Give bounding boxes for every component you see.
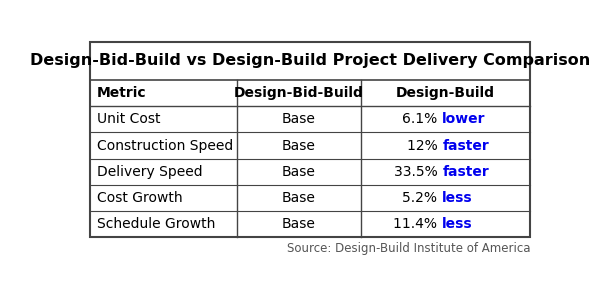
Text: Base: Base [282, 191, 316, 205]
Text: Base: Base [282, 138, 316, 152]
Text: Base: Base [282, 112, 316, 126]
Text: 12%: 12% [407, 138, 442, 152]
Text: Metric: Metric [97, 86, 146, 100]
Text: faster: faster [442, 165, 489, 179]
Text: less: less [442, 191, 473, 205]
Text: Delivery Speed: Delivery Speed [97, 165, 202, 179]
Text: Construction Speed: Construction Speed [97, 138, 233, 152]
Text: 33.5%: 33.5% [394, 165, 442, 179]
Text: lower: lower [442, 112, 486, 126]
Text: Design-Build: Design-Build [396, 86, 495, 100]
Text: Base: Base [282, 165, 316, 179]
Text: Base: Base [282, 217, 316, 231]
Bar [90, 42, 531, 237]
Text: faster: faster [442, 138, 489, 152]
Text: Design-Bid-Build: Design-Bid-Build [234, 86, 364, 100]
Text: 5.2%: 5.2% [402, 191, 442, 205]
Text: 6.1%: 6.1% [402, 112, 442, 126]
Text: Cost Growth: Cost Growth [97, 191, 182, 205]
Text: less: less [442, 217, 473, 231]
Text: Source: Design-Build Institute of America: Source: Design-Build Institute of Americ… [287, 242, 531, 255]
Text: Unit Cost: Unit Cost [97, 112, 160, 126]
Text: 11.4%: 11.4% [393, 217, 442, 231]
Text: Design-Bid-Build vs Design-Build Project Delivery Comparison: Design-Bid-Build vs Design-Build Project… [30, 53, 590, 68]
Text: Schedule Growth: Schedule Growth [97, 217, 215, 231]
